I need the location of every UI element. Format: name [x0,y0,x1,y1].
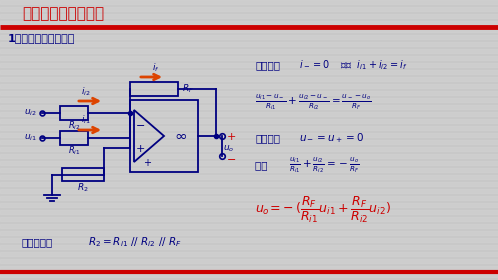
Bar [0,175,498,179]
Text: $R_{i2}$: $R_{i2}$ [68,120,80,132]
Text: $u_o\!=\!-(\dfrac{R_F}{R_{i1}}u_{i1}+\dfrac{R_F}{R_{i2}}u_{i2})$: $u_o\!=\!-(\dfrac{R_F}{R_{i1}}u_{i1}+\df… [255,195,391,225]
Bar [0,112,498,115]
Bar [0,133,498,137]
Bar [0,91,498,95]
Bar [0,49,498,53]
Bar [0,56,498,60]
Bar [0,7,498,10]
Text: $+$: $+$ [135,143,145,153]
Text: $R_F$: $R_F$ [182,83,194,95]
Text: $R_2$: $R_2$ [77,182,89,194]
Text: $u_o$: $u_o$ [223,144,235,154]
Bar [0,182,498,186]
Bar [0,217,498,221]
Bar [0,28,498,32]
Bar [60,131,88,145]
Bar [0,77,498,81]
Bar [0,161,498,165]
Text: 因虚短，: 因虚短， [255,133,280,143]
Bar [0,189,498,193]
Text: $u_- = u_+ = 0$: $u_- = u_+ = 0$ [299,131,364,145]
Text: $-$: $-$ [135,119,145,129]
Bar [0,252,498,255]
Text: $u_{i1}$: $u_{i1}$ [24,133,37,143]
Bar [0,63,498,67]
Bar [62,168,104,181]
Text: $i_{i2}$: $i_{i2}$ [81,85,91,97]
Text: $+$: $+$ [226,130,236,141]
Bar [0,42,498,45]
Bar [0,140,498,143]
Bar [0,210,498,213]
Bar [0,238,498,241]
Text: $i_- = 0$    所以  $i_{i1}+i_{i2}=i_f$: $i_- = 0$ 所以 $i_{i1}+i_{i2}=i_f$ [299,58,407,72]
Text: $u_{i2}$: $u_{i2}$ [24,108,37,118]
Text: $-$: $-$ [226,153,236,163]
Bar [130,82,178,96]
Bar [0,273,498,277]
Text: $i_f$: $i_f$ [152,61,160,74]
Text: $\frac{u_{i1}}{R_{i1}}+\frac{u_{i2}}{R_{i2}}=-\frac{u_o}{R_F}$: $\frac{u_{i1}}{R_{i1}}+\frac{u_{i2}}{R_{… [289,155,360,175]
Bar [60,106,88,120]
Text: 1．反相加法运算电路: 1．反相加法运算电路 [8,33,75,43]
Bar [0,224,498,227]
Text: 平衡电阻：: 平衡电阻： [22,237,53,247]
Bar [0,154,498,157]
Bar [0,259,498,263]
Text: 因虚断，: 因虚断， [255,60,280,70]
Text: $R_{i1}$: $R_{i1}$ [68,145,80,157]
Bar [0,70,498,74]
Bar [0,245,498,249]
Bar [0,35,498,39]
Bar [0,266,498,269]
Bar [0,14,498,17]
Bar [0,0,498,4]
Text: 故得: 故得 [255,160,271,170]
Bar [0,105,498,109]
Bar [0,203,498,207]
Text: $\frac{u_{i1}-u_-}{R_{i1}}+\frac{u_{i2}-u_-}{R_{i2}}=\frac{u_--u_o}{R_F}$: $\frac{u_{i1}-u_-}{R_{i1}}+\frac{u_{i2}-… [255,92,372,112]
Text: $\infty$: $\infty$ [173,127,186,143]
Bar [0,98,498,102]
Bar [130,100,198,172]
Bar [0,84,498,87]
Bar [0,147,498,151]
Text: $R_2=R_{i1}\ //\ R_{i2}\ //\ R_F$: $R_2=R_{i1}\ //\ R_{i2}\ //\ R_F$ [88,235,182,249]
Bar [0,126,498,129]
Text: $+$: $+$ [143,157,152,167]
Text: 加法和减法运算电路: 加法和减法运算电路 [22,6,104,22]
Bar [0,231,498,235]
Bar [0,21,498,25]
Bar [0,196,498,199]
Bar [0,119,498,123]
Text: $i_{i1}$: $i_{i1}$ [81,114,91,127]
Bar [0,168,498,171]
